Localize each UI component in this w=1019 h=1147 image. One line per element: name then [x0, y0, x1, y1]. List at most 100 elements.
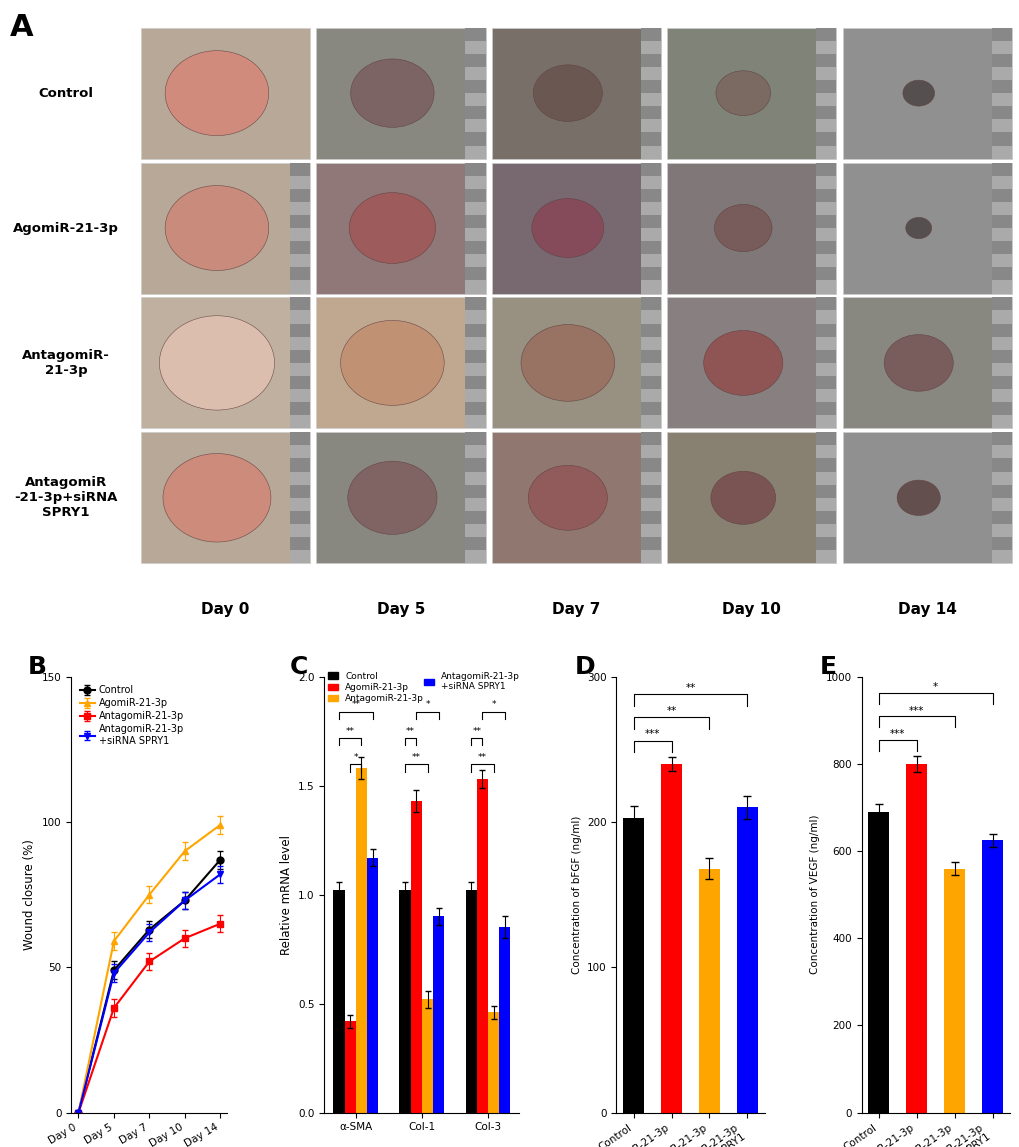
Bar [491, 432, 660, 563]
Bar [640, 93, 660, 107]
Bar [465, 202, 485, 214]
Bar [698, 868, 719, 1113]
Bar [289, 163, 310, 175]
Bar [640, 415, 660, 429]
Bar [990, 163, 1011, 175]
Legend: Control, AgomiR-21-3p, AntagomiR-21-3p, AntagomiR-21-3p
+siRNA SPRY1: Control, AgomiR-21-3p, AntagomiR-21-3p, … [76, 681, 187, 750]
Bar [465, 189, 485, 202]
Bar [640, 445, 660, 459]
Bar [640, 119, 660, 132]
Text: **: ** [665, 705, 676, 716]
Bar [660, 764, 682, 1113]
Bar [666, 297, 836, 429]
Text: **: ** [412, 752, 421, 762]
Y-axis label: Concentration of VEGF (ng/ml): Concentration of VEGF (ng/ml) [809, 814, 819, 975]
Bar [640, 175, 660, 189]
Bar [640, 267, 660, 280]
Bar [815, 485, 836, 498]
Bar [990, 445, 1011, 459]
Bar [289, 228, 310, 241]
Bar [815, 471, 836, 485]
Bar [465, 362, 485, 376]
Bar [990, 80, 1011, 93]
Bar [990, 255, 1011, 267]
Bar [433, 916, 444, 1113]
Bar [640, 350, 660, 362]
Bar [906, 764, 926, 1113]
Bar [867, 812, 889, 1113]
Bar [640, 297, 660, 311]
Bar [465, 337, 485, 350]
Bar [990, 146, 1011, 158]
Bar [640, 510, 660, 524]
Bar [640, 132, 660, 146]
Bar [141, 28, 310, 158]
Bar [990, 323, 1011, 337]
Text: *: * [491, 701, 495, 709]
Ellipse shape [163, 453, 271, 543]
Bar [815, 41, 836, 54]
Bar [990, 415, 1011, 429]
Text: C: C [289, 655, 308, 679]
Bar [815, 510, 836, 524]
Bar [465, 107, 485, 119]
Bar [815, 445, 836, 459]
Bar [815, 389, 836, 403]
Bar [289, 350, 310, 362]
Bar [990, 297, 1011, 311]
Bar [465, 93, 485, 107]
Bar [289, 311, 310, 323]
Bar [465, 214, 485, 228]
Ellipse shape [165, 50, 268, 135]
Bar [990, 132, 1011, 146]
Bar [990, 280, 1011, 294]
Bar [990, 389, 1011, 403]
Bar [289, 524, 310, 537]
Text: **: ** [345, 726, 355, 735]
Bar [640, 551, 660, 563]
Bar [640, 337, 660, 350]
Bar [289, 362, 310, 376]
Bar [289, 537, 310, 551]
Bar [990, 175, 1011, 189]
Bar [815, 175, 836, 189]
Bar [465, 67, 485, 80]
Bar [640, 362, 660, 376]
Bar [815, 80, 836, 93]
Bar [316, 432, 485, 563]
Bar [491, 163, 660, 294]
Bar [465, 485, 485, 498]
Bar [465, 432, 485, 445]
Bar [815, 189, 836, 202]
Bar [815, 119, 836, 132]
Bar [316, 297, 485, 429]
Bar [640, 214, 660, 228]
Bar [141, 163, 310, 294]
Bar [640, 498, 660, 510]
Bar [640, 163, 660, 175]
Bar [737, 807, 757, 1113]
Bar [640, 403, 660, 415]
Bar [289, 376, 310, 389]
Bar [990, 41, 1011, 54]
Bar [465, 54, 485, 67]
Bar [990, 510, 1011, 524]
Bar [815, 323, 836, 337]
Bar [990, 28, 1011, 41]
Bar [944, 868, 964, 1113]
Ellipse shape [528, 466, 607, 530]
Bar [465, 311, 485, 323]
Bar [640, 323, 660, 337]
Bar [981, 840, 1002, 1113]
Ellipse shape [521, 325, 614, 401]
Bar [815, 537, 836, 551]
Text: **: ** [406, 726, 415, 735]
Text: Day 7: Day 7 [551, 602, 600, 617]
Bar [289, 498, 310, 510]
Ellipse shape [340, 320, 443, 405]
Bar [399, 890, 411, 1113]
Bar [356, 768, 367, 1113]
Bar [422, 999, 433, 1113]
Bar [990, 551, 1011, 563]
Ellipse shape [905, 218, 930, 239]
